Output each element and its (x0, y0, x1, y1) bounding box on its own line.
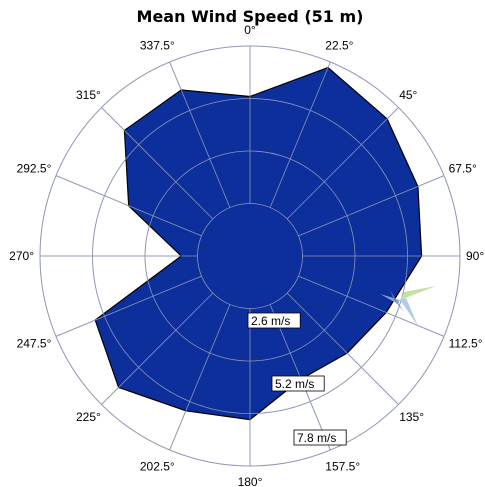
direction-label: 337.5° (140, 38, 175, 52)
direction-label: 292.5° (17, 162, 52, 176)
grid-spoke-overlay (101, 292, 214, 405)
ring-label-text: 2.6 m/s (251, 314, 290, 328)
direction-label: 315° (76, 88, 101, 102)
direction-label: 202.5° (140, 460, 175, 474)
logo-icon (380, 286, 436, 326)
direction-label: 225° (76, 410, 101, 424)
ring-label-text: 7.8 m/s (297, 431, 336, 445)
direction-label: 90° (466, 249, 484, 263)
direction-label: 180° (238, 475, 263, 487)
grid-spoke-overlay (169, 61, 231, 208)
ring-label-box (271, 375, 325, 392)
grid-spoke-overlay (55, 275, 202, 337)
direction-label: 112.5° (449, 336, 483, 350)
grid-spoke-overlay (55, 175, 202, 237)
grid-spoke-overlay (298, 275, 445, 337)
polar-grid-overlay (39, 45, 461, 467)
chart-title: Mean Wind Speed (51 m) (136, 7, 364, 26)
direction-labels: 0° 22.5° 45° 67.5° 90° 112.5° 135° 157.5° 180° 20… (9, 23, 484, 487)
grid-spoke-overlay (298, 175, 445, 237)
logo-blade (400, 298, 418, 326)
direction-label: 247.5° (17, 336, 52, 350)
direction-label: 0° (244, 23, 256, 37)
direction-label: 135° (399, 410, 424, 424)
grid-spoke-overlay (169, 304, 231, 451)
logo-blade (390, 290, 404, 312)
direction-label: 67.5° (449, 162, 477, 176)
ring-label-text: 5.2 m/s (275, 377, 314, 391)
direction-label: 22.5° (325, 38, 353, 52)
grid-spoke-overlay (286, 292, 399, 405)
ring-label: 2.6 m/s (247, 312, 301, 329)
ring-label: 5.2 m/s (271, 375, 325, 392)
direction-label: 157.5° (325, 460, 360, 474)
wind-speed-area (94, 66, 423, 421)
logo-blade (380, 294, 400, 304)
ring-label: 7.8 m/s (293, 429, 347, 446)
logo-blade (400, 286, 436, 300)
grid-spoke-overlay (269, 61, 331, 208)
ring-labels: 2.6 m/s 5.2 m/s 7.8 m/s (247, 312, 347, 446)
direction-label: 45° (399, 88, 417, 102)
direction-label: 270° (9, 249, 34, 263)
grid-spoke-overlay (286, 107, 399, 220)
grid-spoke-overlay (101, 107, 214, 220)
ring-label-box (247, 312, 301, 329)
ring-label-box (293, 429, 347, 446)
